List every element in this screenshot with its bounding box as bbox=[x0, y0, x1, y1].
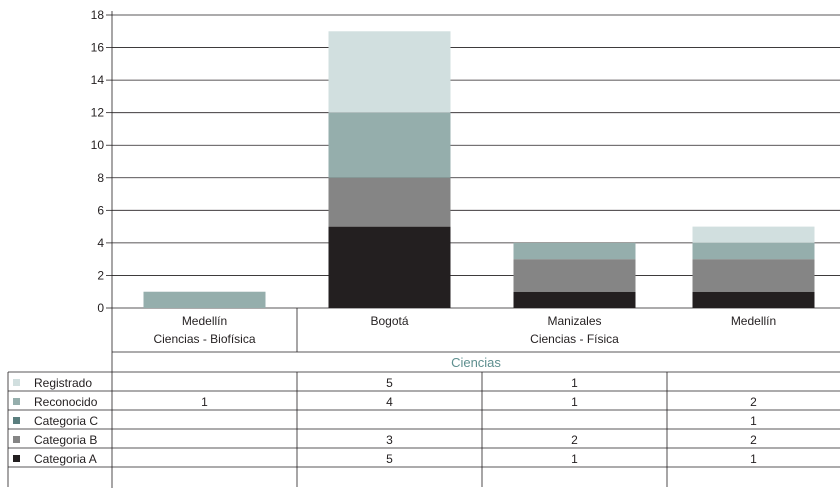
table-cell: 2 bbox=[750, 395, 757, 409]
bar-segment-categoria-b bbox=[692, 259, 815, 292]
table-cell: 4 bbox=[386, 395, 393, 409]
y-tick-label: 14 bbox=[91, 73, 105, 87]
y-axis-ticks: 18 16 14 12 10 8 6 4 2 0 bbox=[91, 8, 105, 315]
bars bbox=[143, 31, 815, 308]
data-table: Medellín Ciencias - Biofísica Bogotá Maniza… bbox=[7, 308, 840, 488]
group-label: Ciencias bbox=[451, 355, 501, 370]
y-tick-label: 4 bbox=[97, 236, 104, 250]
y-tick-label: 8 bbox=[97, 171, 104, 185]
legend-label: Categoria C bbox=[34, 414, 98, 428]
bar-segment-reconocido bbox=[143, 291, 266, 308]
legend-swatch bbox=[13, 398, 20, 405]
table-cell: 1 bbox=[571, 452, 578, 466]
category-sublabel: Ciencias - Física bbox=[530, 332, 619, 346]
bar-segment-registrado bbox=[328, 31, 451, 113]
legend-swatch bbox=[13, 455, 20, 462]
table-cell: 5 bbox=[386, 376, 393, 390]
legend-label: Categoria A bbox=[34, 452, 97, 466]
category-label: Medellín bbox=[182, 314, 227, 328]
bar-segment-reconocido bbox=[328, 112, 451, 178]
table-cell: 3 bbox=[386, 433, 393, 447]
y-tick-label: 6 bbox=[97, 203, 104, 217]
legend-swatch bbox=[13, 379, 20, 386]
category-label: Bogotá bbox=[370, 314, 408, 328]
y-tick-label: 10 bbox=[91, 138, 105, 152]
bar-segment-categoria-a bbox=[328, 226, 451, 308]
table-cell: 1 bbox=[571, 395, 578, 409]
y-tick-label: 16 bbox=[91, 41, 105, 55]
table-cell: 2 bbox=[571, 433, 578, 447]
legend-swatch bbox=[13, 436, 20, 443]
bar-segment-categoria-a bbox=[692, 291, 815, 308]
legend-swatch bbox=[13, 417, 20, 424]
y-tick-label: 18 bbox=[91, 8, 105, 22]
legend-label: Reconocido bbox=[34, 395, 98, 409]
y-tick-label: 12 bbox=[91, 106, 105, 120]
bar-segment-categoria-b bbox=[513, 259, 636, 292]
bar-segment-categoria-a bbox=[513, 291, 636, 308]
table-cell: 1 bbox=[571, 376, 578, 390]
category-label: Manizales bbox=[547, 314, 601, 328]
bar-segment-categoria-b bbox=[328, 177, 451, 227]
y-tick-label: 2 bbox=[97, 268, 104, 282]
category-sublabel: Ciencias - Biofísica bbox=[153, 332, 255, 346]
table-cell: 1 bbox=[750, 414, 757, 428]
bar-segment-registrado bbox=[692, 226, 815, 243]
table-cell: 1 bbox=[750, 452, 757, 466]
table-cell: 1 bbox=[201, 395, 208, 409]
bar-segment-reconocido bbox=[513, 242, 636, 260]
y-tick-label: 0 bbox=[97, 301, 104, 315]
legend-label: Categoria B bbox=[34, 433, 97, 447]
bar-segment-reconocido bbox=[692, 242, 815, 260]
category-label: Medellín bbox=[731, 314, 776, 328]
legend-label: Registrado bbox=[34, 376, 92, 390]
table-cell: 2 bbox=[750, 433, 757, 447]
table-cell: 5 bbox=[386, 452, 393, 466]
